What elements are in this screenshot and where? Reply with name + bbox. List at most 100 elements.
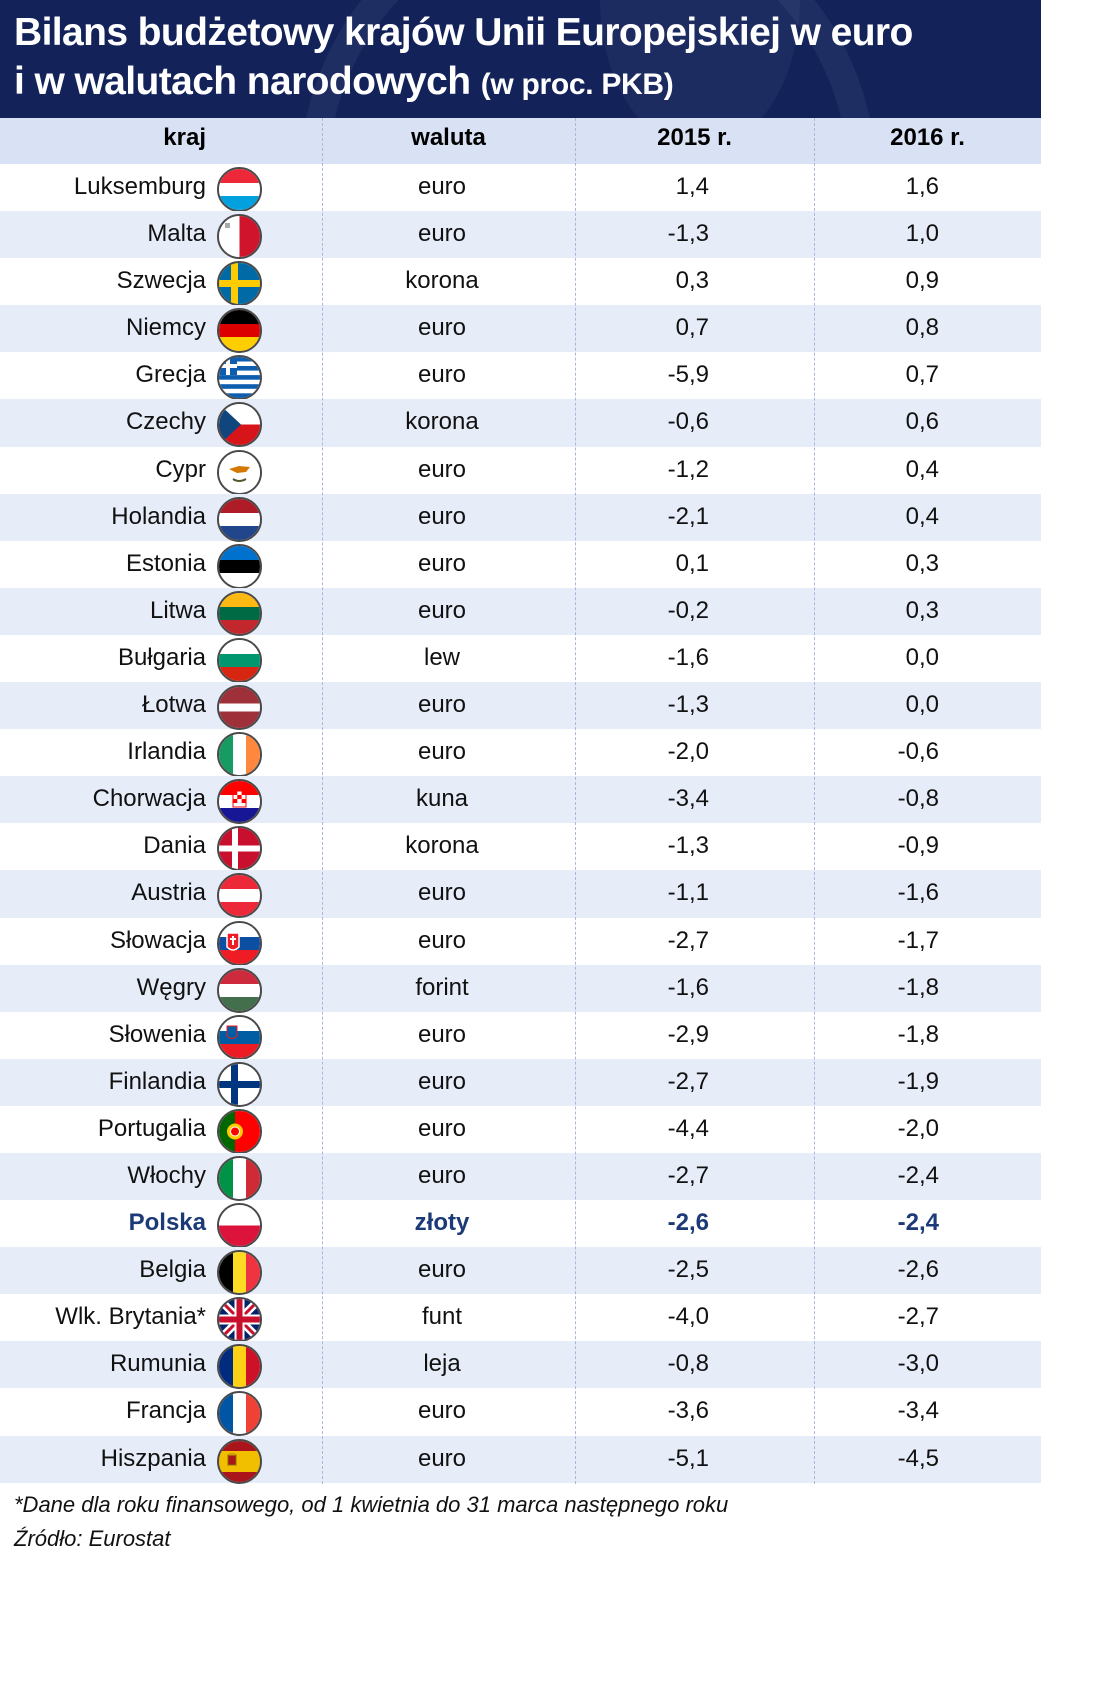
netherlands-flag-icon bbox=[217, 496, 262, 542]
czechia-flag-icon bbox=[217, 402, 262, 448]
country-name: Grecja bbox=[135, 361, 206, 389]
lithuania-flag-icon bbox=[217, 590, 262, 636]
table-row: Węgry forint -1,6 -1,8 bbox=[0, 964, 1041, 1013]
table-row: Holandia euro -2,1 0,4 bbox=[0, 493, 1041, 542]
country-name: Polska bbox=[128, 1209, 206, 1237]
value-2015-cell: 0,1 bbox=[675, 549, 709, 577]
value-2016-cell: -1,9 bbox=[897, 1067, 939, 1095]
table-row: Dania korona -1,3 -0,9 bbox=[0, 823, 1041, 872]
value-2016-cell: 1,0 bbox=[905, 220, 939, 248]
table-row: Polska złoty -2,6 -2,4 bbox=[0, 1200, 1041, 1249]
value-2016-cell: -2,0 bbox=[897, 1114, 939, 1142]
column-header-2015: 2015 r. bbox=[657, 124, 732, 151]
value-2016-cell: -2,6 bbox=[897, 1256, 939, 1284]
currency-cell: euro bbox=[417, 314, 467, 342]
value-2016-cell: -2,7 bbox=[897, 1303, 939, 1331]
value-2016-cell: 1,6 bbox=[905, 173, 939, 200]
table-row: Austria euro -1,1 -1,6 bbox=[0, 870, 1041, 919]
country-name: Luksemburg bbox=[73, 173, 206, 200]
table-row: Malta euro -1,3 1,0 bbox=[0, 211, 1041, 260]
value-2015-cell: -1,3 bbox=[667, 691, 709, 719]
value-2015-cell: -5,9 bbox=[667, 361, 709, 389]
value-2016-cell: -0,8 bbox=[897, 785, 939, 813]
country-name: Belgia bbox=[139, 1256, 206, 1284]
value-2015-cell: -0,6 bbox=[667, 408, 709, 436]
bulgaria-flag-icon bbox=[217, 637, 262, 683]
value-2016-cell: 0,8 bbox=[905, 314, 939, 342]
currency-cell: forint bbox=[415, 973, 469, 1001]
table-row: Łotwa euro -1,3 0,0 bbox=[0, 682, 1041, 731]
table-row: Hiszpania euro -5,1 -4,5 bbox=[0, 1435, 1041, 1484]
currency-cell: euro bbox=[417, 549, 467, 577]
portugal-flag-icon bbox=[217, 1108, 262, 1154]
country-name: Wlk. Brytania* bbox=[55, 1303, 206, 1331]
title-line-2-text: i w walutach narodowych bbox=[14, 60, 471, 103]
currency-cell: euro bbox=[417, 926, 467, 954]
table-row: Litwa euro -0,2 0,3 bbox=[0, 587, 1041, 636]
country-name: Bułgaria bbox=[117, 643, 206, 671]
value-2015-cell: -1,3 bbox=[667, 220, 709, 248]
value-2016-cell: -4,5 bbox=[897, 1444, 939, 1472]
value-2015-cell: -1,1 bbox=[667, 879, 709, 907]
value-2016-cell: -2,4 bbox=[897, 1161, 939, 1189]
source-note: Źródło: Eurostat bbox=[14, 1526, 171, 1551]
table-row: Szwecja korona 0,3 0,9 bbox=[0, 258, 1041, 307]
country-name: Słowenia bbox=[108, 1020, 206, 1048]
value-2016-cell: -1,7 bbox=[897, 926, 939, 954]
currency-cell: korona bbox=[405, 832, 479, 860]
value-2015-cell: -1,6 bbox=[667, 643, 709, 671]
country-name: Niemcy bbox=[125, 314, 206, 342]
table-row: Bułgaria lew -1,6 0,0 bbox=[0, 635, 1041, 683]
column-header-row: kraj waluta 2015 r. 2016 r. bbox=[0, 118, 1041, 164]
value-2015-cell: 0,3 bbox=[675, 267, 709, 295]
country-name: Malta bbox=[147, 220, 206, 248]
italy-flag-icon bbox=[217, 1155, 262, 1201]
table-row: Cypr euro -1,2 0,4 bbox=[0, 447, 1041, 495]
table-row: Czechy korona -0,6 0,6 bbox=[0, 399, 1041, 448]
value-2015-cell: -1,2 bbox=[667, 455, 709, 483]
value-2015-cell: 1,4 bbox=[675, 173, 709, 200]
currency-cell: funt bbox=[421, 1303, 463, 1331]
spain-flag-icon bbox=[217, 1438, 262, 1484]
table-row: Estonia euro 0,1 0,3 bbox=[0, 541, 1041, 589]
value-2015-cell: 0,7 bbox=[675, 314, 709, 342]
currency-cell: euro bbox=[417, 1114, 467, 1142]
currency-cell: euro bbox=[417, 1256, 467, 1284]
country-name: Cypr bbox=[155, 455, 206, 483]
currency-cell: euro bbox=[417, 879, 467, 907]
value-2016-cell: 0,0 bbox=[905, 643, 939, 671]
value-2016-cell: -0,6 bbox=[897, 738, 939, 766]
table-row: Luksemburg euro 1,4 1,6 bbox=[0, 164, 1041, 212]
belgium-flag-icon bbox=[217, 1250, 262, 1296]
currency-cell: euro bbox=[417, 1161, 467, 1189]
value-2015-cell: -5,1 bbox=[667, 1444, 709, 1472]
country-name: Portugalia bbox=[97, 1114, 206, 1142]
uk-flag-icon bbox=[217, 1297, 262, 1343]
slovakia-flag-icon bbox=[217, 920, 262, 966]
value-2016-cell: 0,4 bbox=[905, 502, 939, 530]
country-name: Irlandia bbox=[127, 738, 206, 766]
currency-cell: leja bbox=[423, 1350, 461, 1378]
country-name: Węgry bbox=[136, 973, 206, 1001]
value-2016-cell: 0,4 bbox=[905, 455, 939, 483]
infographic: Bilans budżetowy krajów Unii Europejskie… bbox=[0, 0, 1041, 1551]
value-2016-cell: 0,9 bbox=[905, 267, 939, 295]
title-line-2: i w walutach narodowych (w proc. PKB) bbox=[14, 57, 913, 109]
poland-flag-icon bbox=[217, 1203, 262, 1249]
ireland-flag-icon bbox=[217, 732, 262, 778]
value-2015-cell: -4,4 bbox=[667, 1114, 709, 1142]
slovenia-flag-icon bbox=[217, 1014, 262, 1060]
table-row: Portugalia euro -4,4 -2,0 bbox=[0, 1106, 1041, 1154]
currency-cell: euro bbox=[417, 173, 467, 200]
cyprus-flag-icon bbox=[217, 449, 262, 495]
value-2016-cell: 0,7 bbox=[905, 361, 939, 389]
currency-cell: euro bbox=[417, 455, 467, 483]
table-row: Finlandia euro -2,7 -1,9 bbox=[0, 1058, 1041, 1107]
hungary-flag-icon bbox=[217, 967, 262, 1013]
currency-cell: euro bbox=[417, 220, 467, 248]
country-name: Francja bbox=[125, 1397, 206, 1425]
value-2016-cell: -0,9 bbox=[897, 832, 939, 860]
currency-cell: euro bbox=[417, 361, 467, 389]
country-name: Słowacja bbox=[109, 926, 206, 954]
currency-cell: euro bbox=[417, 502, 467, 530]
